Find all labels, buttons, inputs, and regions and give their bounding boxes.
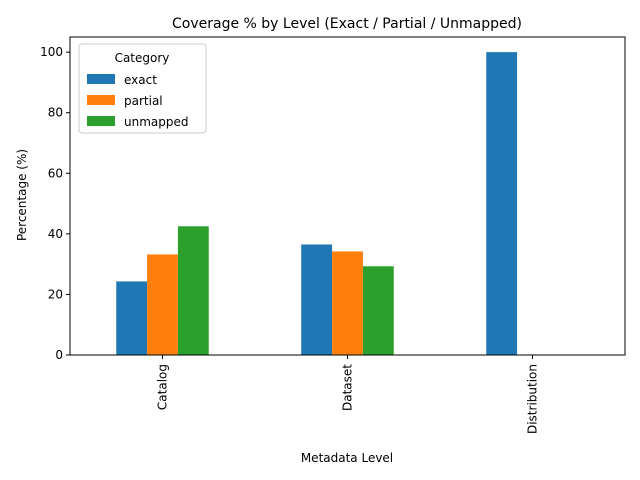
axes-layer: 0 20 40 60 80 100 Catalog Dataset Distribution <box>40 36 626 434</box>
chart-title: Coverage % by Level (Exact / Partial / U… <box>172 16 522 32</box>
x-tick-label-distribution: Distribution <box>526 364 540 434</box>
legend-label-unmapped: unmapped <box>124 115 189 129</box>
x-tick-label-catalog: Catalog <box>156 364 170 410</box>
legend-title: Category <box>115 51 170 65</box>
bar-exact-distribution <box>486 52 518 356</box>
bar-unmapped-catalog <box>177 226 209 355</box>
legend-box <box>78 43 207 134</box>
x-axis-title: Metadata Level <box>301 451 393 465</box>
y-tick-label: 60 <box>48 166 63 180</box>
y-tick-label: 20 <box>48 287 63 301</box>
bar-unmapped-dataset <box>362 266 394 355</box>
legend-swatch-unmapped <box>87 116 115 126</box>
y-tick-label: 40 <box>48 227 63 241</box>
bar-partial-catalog <box>147 254 178 355</box>
y-axis-title: Percentage (%) <box>15 149 29 241</box>
y-tick-label: 80 <box>48 106 63 120</box>
legend-label-exact: exact <box>124 73 157 87</box>
x-tick-label-dataset: Dataset <box>341 364 355 411</box>
y-tick-label: 0 <box>55 348 63 362</box>
bars-layer <box>116 52 518 356</box>
y-tick-label: 100 <box>40 45 63 59</box>
legend-swatch-partial <box>87 95 115 105</box>
legend-label-partial: partial <box>124 94 163 108</box>
legend-swatch-exact <box>87 74 115 84</box>
bar-exact-catalog <box>116 281 148 355</box>
bar-exact-dataset <box>301 244 333 355</box>
bar-partial-dataset <box>332 251 363 355</box>
legend: Category exact partial unmapped <box>78 43 207 134</box>
